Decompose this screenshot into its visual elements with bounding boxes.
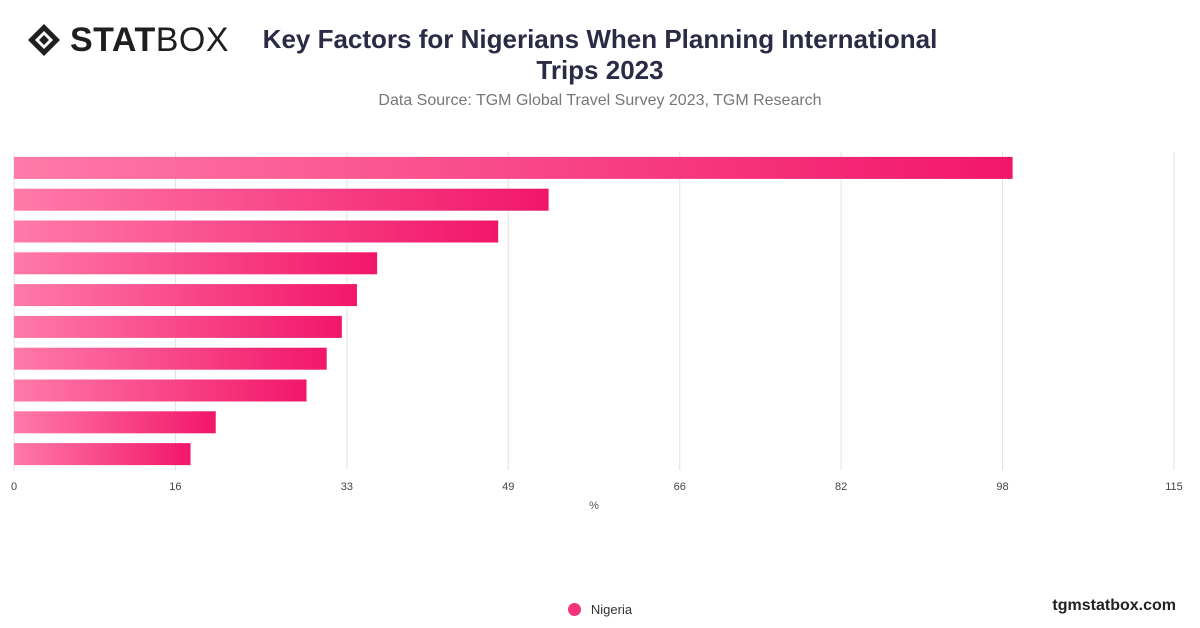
bar-1[interactable]: [14, 188, 549, 211]
legend-label-nigeria: Nigeria: [590, 602, 633, 617]
legend[interactable]: Nigeria: [0, 602, 1200, 617]
bar-5[interactable]: [14, 315, 342, 338]
chart-title: Key Factors for Nigerians When Planning …: [262, 24, 938, 85]
diamond-logo-icon: [28, 24, 60, 56]
bar-2[interactable]: [14, 220, 499, 243]
x-tick-label-2: 33: [341, 481, 353, 493]
x-tick-label-7: 115: [1165, 481, 1183, 493]
site-url[interactable]: tgmstatbox.com: [1052, 597, 1176, 614]
bar-0[interactable]: [14, 156, 1013, 179]
statbox-logo: STATBOX: [26, 22, 229, 58]
bar-7[interactable]: [14, 379, 307, 402]
bar-3[interactable]: [14, 252, 378, 275]
x-tick-label-5: 82: [835, 481, 847, 493]
x-axis-label: %: [589, 500, 599, 512]
bars: [14, 156, 1013, 466]
bar-9[interactable]: [14, 443, 191, 466]
bar-chart: 0 16 33 49 66 82 98 115 %: [11, 152, 1183, 512]
bar-8[interactable]: [14, 411, 216, 434]
x-tick-label-1: 16: [169, 481, 181, 493]
bar-6[interactable]: [14, 347, 327, 370]
bar-4[interactable]: [14, 284, 357, 307]
x-tick-label-3: 49: [502, 481, 514, 493]
x-tick-label-6: 98: [996, 481, 1008, 493]
x-tick-label-4: 66: [674, 481, 686, 493]
chart-subtitle: Data Source: TGM Global Travel Survey 20…: [378, 92, 822, 109]
x-axis-ticks: 0 16 33 49 66 82 98 115: [11, 481, 1183, 493]
legend-dot-icon: [567, 603, 581, 616]
logo-text: STATBOX: [70, 21, 230, 59]
x-tick-label-0: 0: [11, 481, 17, 493]
